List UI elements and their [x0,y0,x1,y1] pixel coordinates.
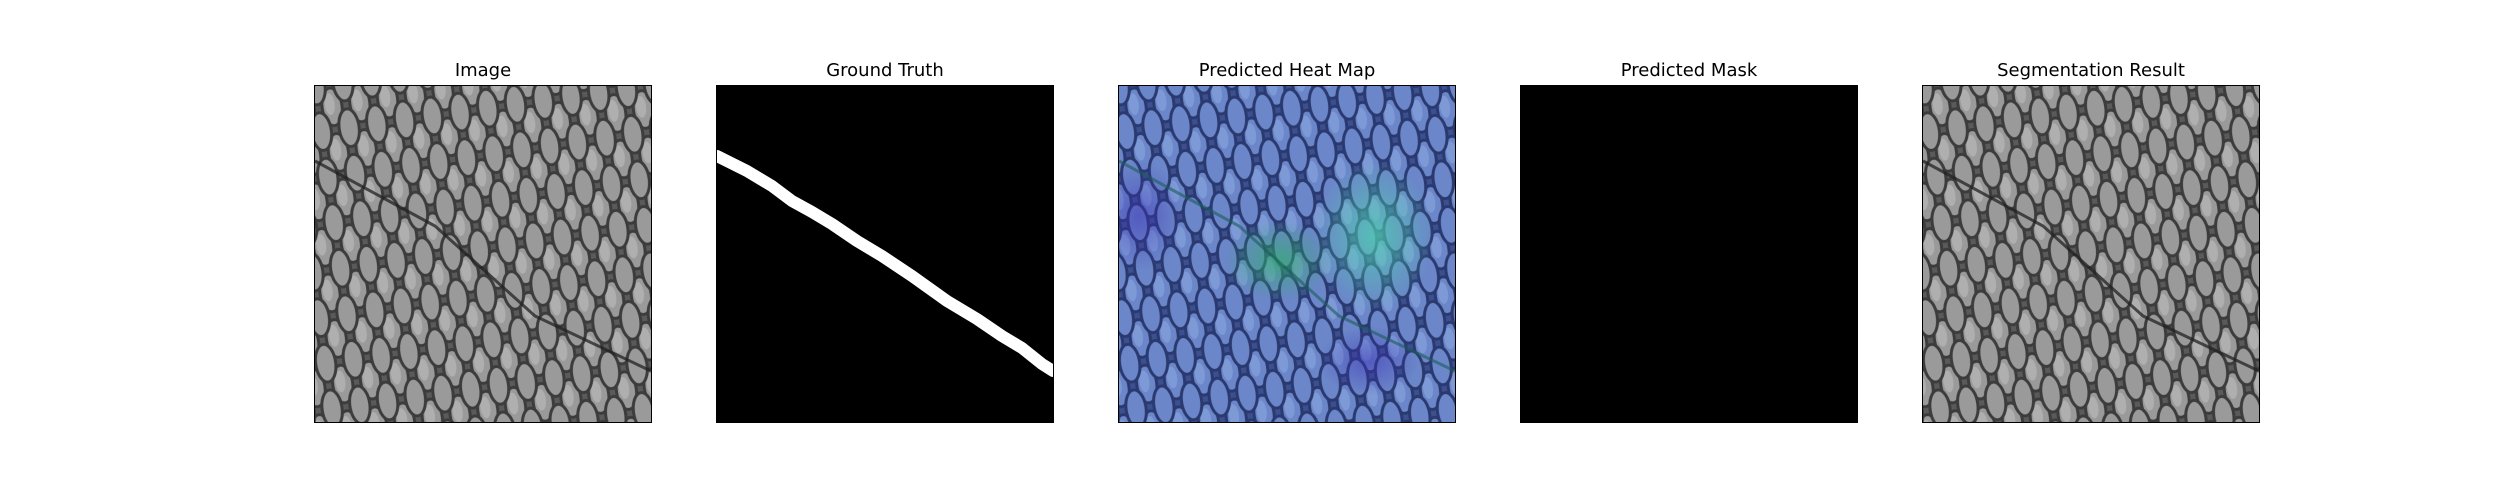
panel-title: Predicted Mask [1620,60,1758,81]
grayscale-mesh-texture-image [315,86,651,422]
heat-map-frame [1118,85,1456,423]
panel-title: Segmentation Result [1997,60,2185,81]
panel-ground-truth: Ground Truth [716,0,1054,500]
image-frame [314,85,652,423]
binary-crack-mask-image [717,86,1053,422]
grayscale-mesh-segmentation-image [1923,86,2259,422]
ground-truth-frame [716,85,1054,423]
panel-predicted-mask: Predicted Mask [1520,0,1858,500]
panel-title: Image [454,60,512,81]
panel-title: Predicted Heat Map [1198,60,1376,81]
panel-segmentation-result: Segmentation Result [1922,0,2260,500]
panel-heat-map: Predicted Heat Map [1118,0,1456,500]
panel-image: Image [314,0,652,500]
empty-black-mask-image [1521,86,1857,422]
viridis-heatmap-overlay-image [1119,86,1455,422]
panel-title: Ground Truth [826,60,944,81]
predicted-mask-frame [1520,85,1858,423]
segmentation-frame [1922,85,2260,423]
